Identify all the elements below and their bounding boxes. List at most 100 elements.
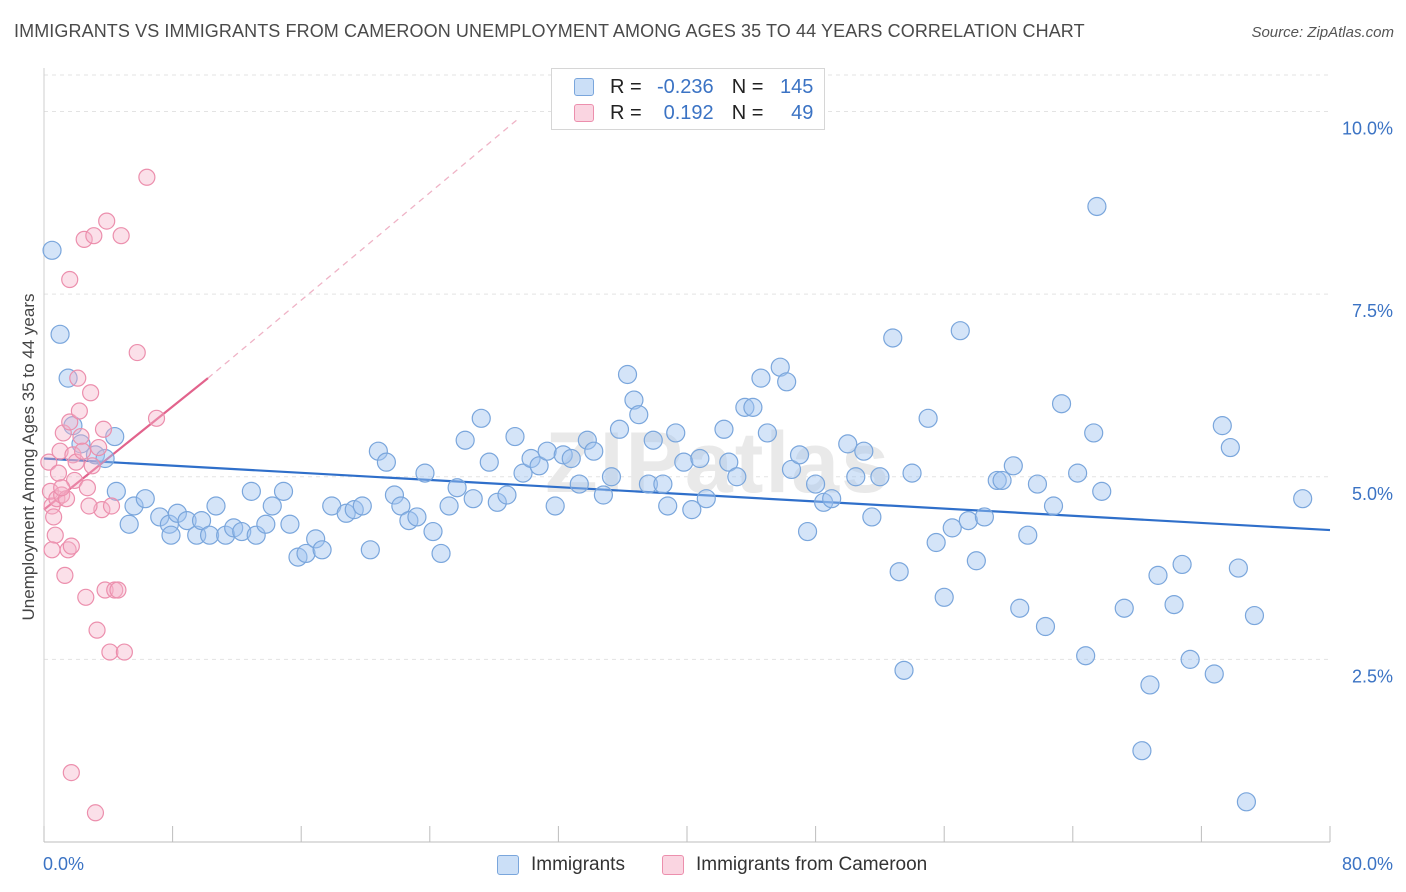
data-point-immigrants[interactable]	[1027, 474, 1048, 494]
data-point-immigrants[interactable]	[617, 364, 638, 385]
data-point-immigrants[interactable]	[431, 543, 451, 564]
data-point-immigrants[interactable]	[1051, 394, 1072, 414]
data-point-cameroon[interactable]	[98, 212, 116, 230]
data-point-cameroon[interactable]	[69, 369, 87, 387]
data-point-immigrants[interactable]	[838, 434, 858, 454]
data-point-immigrants[interactable]	[206, 496, 226, 516]
data-point-immigrants[interactable]	[666, 423, 686, 443]
data-point-immigrants[interactable]	[757, 423, 777, 443]
data-point-immigrants[interactable]	[777, 372, 797, 392]
data-point-immigrants[interactable]	[1244, 605, 1265, 626]
data-point-immigrants[interactable]	[505, 426, 525, 447]
data-point-immigrants[interactable]	[1180, 649, 1200, 669]
data-point-immigrants[interactable]	[883, 328, 903, 348]
data-point-cameroon[interactable]	[109, 581, 127, 599]
data-point-immigrants[interactable]	[513, 463, 533, 483]
data-point-immigrants[interactable]	[161, 525, 181, 545]
data-point-immigrants[interactable]	[934, 587, 954, 607]
data-point-immigrants[interactable]	[958, 510, 978, 531]
data-point-cameroon[interactable]	[57, 490, 76, 508]
data-point-cameroon[interactable]	[73, 442, 92, 460]
data-point-cameroon[interactable]	[49, 464, 68, 482]
data-point-immigrants[interactable]	[569, 474, 589, 494]
data-point-immigrants[interactable]	[447, 478, 467, 498]
data-point-immigrants[interactable]	[1010, 598, 1030, 618]
data-point-immigrants[interactable]	[352, 496, 372, 516]
data-point-cameroon[interactable]	[62, 537, 80, 555]
data-point-immigrants[interactable]	[135, 489, 155, 509]
data-point-cameroon[interactable]	[93, 501, 111, 519]
data-point-immigrants[interactable]	[987, 470, 1007, 491]
data-point-immigrants[interactable]	[199, 525, 220, 545]
data-point-cameroon[interactable]	[112, 227, 130, 245]
data-point-immigrants[interactable]	[735, 397, 755, 417]
data-point-immigrants[interactable]	[256, 514, 276, 534]
data-point-cameroon[interactable]	[147, 409, 166, 427]
data-point-immigrants[interactable]	[241, 481, 261, 501]
data-point-immigrants[interactable]	[974, 507, 994, 527]
data-point-immigrants[interactable]	[391, 496, 411, 516]
data-point-cameroon[interactable]	[77, 588, 95, 606]
data-point-cameroon[interactable]	[46, 526, 64, 544]
data-point-immigrants[interactable]	[992, 470, 1012, 491]
data-point-immigrants[interactable]	[1003, 456, 1023, 476]
data-point-immigrants[interactable]	[926, 532, 946, 553]
data-point-immigrants[interactable]	[966, 551, 986, 571]
data-point-immigrants[interactable]	[306, 529, 326, 549]
data-point-immigrants[interactable]	[487, 492, 507, 512]
data-point-cameroon[interactable]	[54, 424, 72, 442]
data-point-cameroon[interactable]	[86, 804, 105, 822]
data-point-cameroon[interactable]	[61, 270, 79, 289]
data-point-immigrants[interactable]	[653, 474, 673, 494]
data-point-immigrants[interactable]	[950, 321, 970, 341]
data-point-immigrants[interactable]	[894, 660, 914, 680]
data-point-immigrants[interactable]	[1132, 741, 1152, 761]
data-point-immigrants[interactable]	[280, 514, 300, 534]
data-point-cameroon[interactable]	[82, 384, 100, 402]
data-point-immigrants[interactable]	[789, 445, 810, 465]
data-point-immigrants[interactable]	[1293, 489, 1313, 509]
data-point-immigrants[interactable]	[1228, 558, 1248, 578]
data-point-immigrants[interactable]	[714, 419, 734, 439]
data-point-immigrants[interactable]	[658, 496, 678, 516]
data-point-immigrants[interactable]	[545, 496, 565, 516]
data-point-immigrants[interactable]	[1114, 598, 1134, 618]
data-point-immigrants[interactable]	[1087, 196, 1107, 217]
data-point-immigrants[interactable]	[273, 481, 294, 501]
data-point-cameroon[interactable]	[85, 227, 103, 245]
data-point-immigrants[interactable]	[1236, 792, 1257, 812]
data-point-cameroon[interactable]	[101, 643, 119, 661]
data-point-cameroon[interactable]	[94, 420, 113, 438]
data-point-immigrants[interactable]	[593, 485, 614, 505]
data-point-immigrants[interactable]	[537, 441, 557, 461]
data-point-immigrants[interactable]	[862, 507, 882, 527]
data-point-immigrants[interactable]	[1140, 675, 1160, 695]
data-point-immigrants[interactable]	[682, 500, 702, 520]
data-point-immigrants[interactable]	[918, 408, 938, 428]
data-point-immigrants[interactable]	[360, 540, 380, 560]
data-point-cameroon[interactable]	[51, 442, 69, 460]
data-point-immigrants[interactable]	[805, 474, 826, 494]
data-point-cameroon[interactable]	[67, 453, 85, 471]
data-point-immigrants[interactable]	[368, 441, 388, 461]
data-point-immigrants[interactable]	[743, 397, 763, 417]
data-point-immigrants[interactable]	[119, 514, 139, 534]
data-point-cameroon[interactable]	[83, 457, 101, 475]
data-point-cameroon[interactable]	[65, 471, 84, 490]
data-point-immigrants[interactable]	[471, 408, 491, 428]
data-point-cameroon[interactable]	[138, 168, 156, 186]
data-point-cameroon[interactable]	[96, 581, 114, 599]
data-point-immigrants[interactable]	[870, 467, 890, 487]
data-point-immigrants[interactable]	[529, 456, 549, 476]
data-point-immigrants[interactable]	[1172, 554, 1192, 575]
data-point-immigrants[interactable]	[846, 467, 866, 487]
data-point-immigrants[interactable]	[1164, 594, 1184, 615]
data-point-immigrants[interactable]	[1018, 525, 1038, 545]
data-point-immigrants[interactable]	[942, 518, 962, 538]
data-point-cameroon[interactable]	[90, 438, 108, 457]
data-point-immigrants[interactable]	[889, 562, 909, 582]
data-point-immigrants[interactable]	[50, 324, 70, 344]
data-point-immigrants[interactable]	[690, 448, 710, 469]
data-point-immigrants[interactable]	[232, 521, 252, 542]
data-point-immigrants[interactable]	[584, 441, 604, 461]
